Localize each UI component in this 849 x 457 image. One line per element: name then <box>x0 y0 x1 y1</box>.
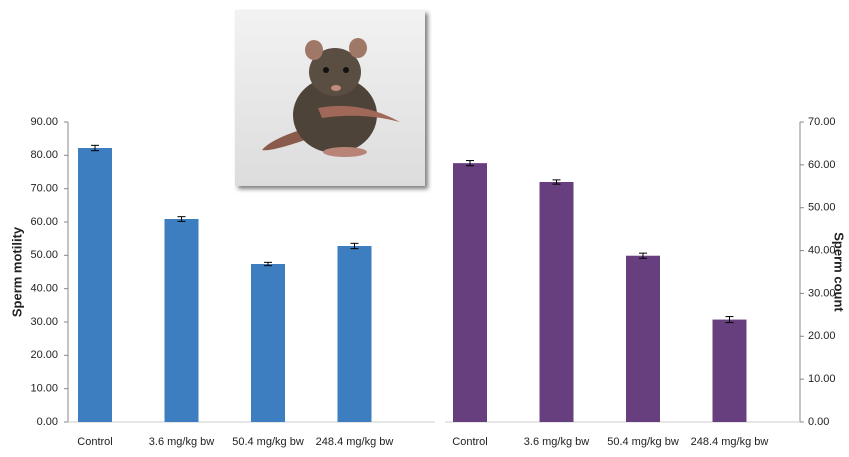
y-tick-label: 20.00 <box>30 349 58 361</box>
x-tick-label: 3.6 mg/kg bw <box>149 436 214 448</box>
y-tick-label: 60.00 <box>30 216 58 228</box>
y-tick-label: 70.00 <box>808 116 836 128</box>
x-tick-label: Control <box>452 436 487 448</box>
y-tick-label: 0.00 <box>808 416 829 428</box>
x-tick-label: 3.6 mg/kg bw <box>524 436 589 448</box>
y-tick-label: 30.00 <box>808 287 836 299</box>
bar <box>713 320 747 422</box>
y-tick-label: 80.00 <box>30 149 58 161</box>
x-tick-label: Control <box>77 436 112 448</box>
x-tick-label: 248.4 mg/kg bw <box>691 436 769 448</box>
bar <box>165 219 199 422</box>
y-tick-label: 60.00 <box>808 159 836 171</box>
y-tick-label: 40.00 <box>808 244 836 256</box>
x-tick-label: 248.4 mg/kg bw <box>316 436 394 448</box>
bar <box>78 148 112 422</box>
bar <box>338 246 372 422</box>
bar <box>540 182 574 422</box>
y-tick-label: 50.00 <box>30 249 58 261</box>
rat-photo <box>235 10 425 186</box>
x-tick-label: 50.4 mg/kg bw <box>607 436 679 448</box>
bar <box>453 163 487 422</box>
figure: 0.00 10.00 20.00 30.00 40.00 50.00 60.00 70.00 8… <box>0 0 849 457</box>
y-axis-label: Sperm motility <box>9 226 24 317</box>
y-tick-label: 40.00 <box>30 283 58 295</box>
y-tick-label: 0.00 <box>37 416 58 428</box>
bar <box>251 264 285 422</box>
y-tick-label: 10.00 <box>808 373 836 385</box>
y-tick-label: 20.00 <box>808 330 836 342</box>
x-tick-label: 50.4 mg/kg bw <box>232 436 304 448</box>
bar <box>626 256 660 422</box>
y-tick-label: 70.00 <box>30 183 58 195</box>
y-tick-label: 10.00 <box>30 383 58 395</box>
y-tick-label: 50.00 <box>808 202 836 214</box>
y-tick-label: 30.00 <box>30 316 58 328</box>
y-axis-label: Sperm count <box>832 232 847 312</box>
y-tick-label: 90.00 <box>30 116 58 128</box>
